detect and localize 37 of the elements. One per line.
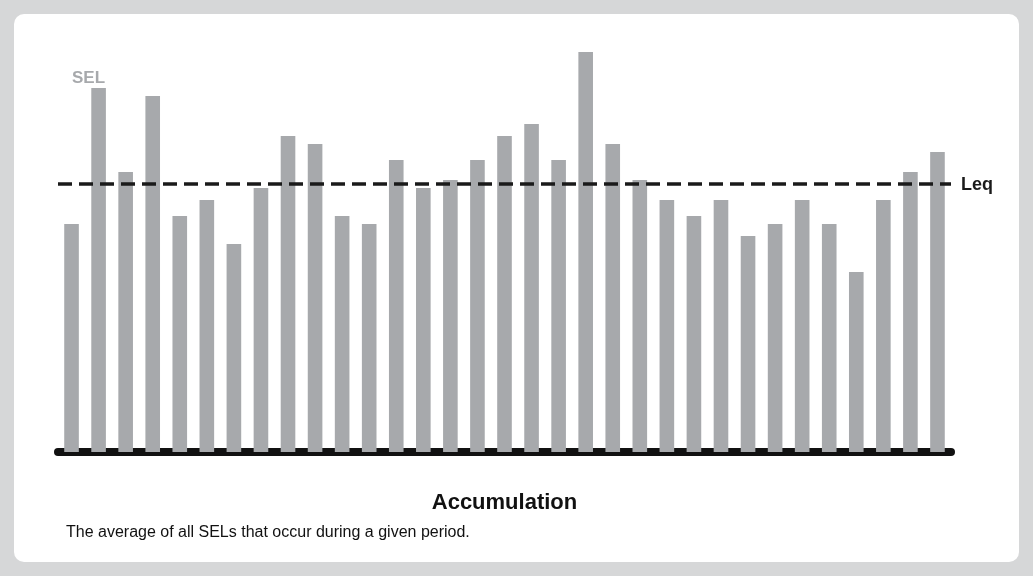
bar	[740, 236, 756, 452]
bar	[334, 216, 350, 452]
text: The average of all SELs that occur during a given period.	[66, 522, 470, 540]
bar	[767, 224, 783, 452]
bar	[145, 96, 161, 452]
bar	[226, 244, 242, 452]
bar	[794, 200, 810, 452]
bar	[605, 144, 621, 452]
bar	[497, 136, 512, 452]
series-label: SEL	[72, 68, 106, 87]
bar	[713, 200, 729, 452]
bar	[91, 88, 106, 452]
bar	[388, 160, 404, 452]
bar	[632, 180, 648, 452]
bar	[524, 124, 539, 452]
bar	[876, 200, 891, 452]
bar	[551, 160, 566, 452]
ref-line-label: Leq	[961, 174, 994, 194]
x-axis-title: Accumulation	[431, 488, 578, 514]
bar	[848, 272, 864, 452]
bar	[361, 224, 377, 452]
bar	[659, 200, 675, 452]
bar	[118, 172, 133, 452]
bar	[280, 136, 296, 452]
bar	[172, 216, 188, 452]
bar	[686, 216, 702, 452]
bar	[64, 224, 79, 452]
bar	[416, 188, 431, 452]
bar	[903, 172, 918, 452]
bar	[470, 160, 485, 452]
bar	[443, 180, 458, 452]
bar	[821, 224, 837, 452]
bar	[930, 152, 945, 452]
bar	[253, 188, 269, 452]
bar	[307, 144, 323, 452]
bar	[578, 52, 593, 452]
bar	[199, 200, 215, 452]
